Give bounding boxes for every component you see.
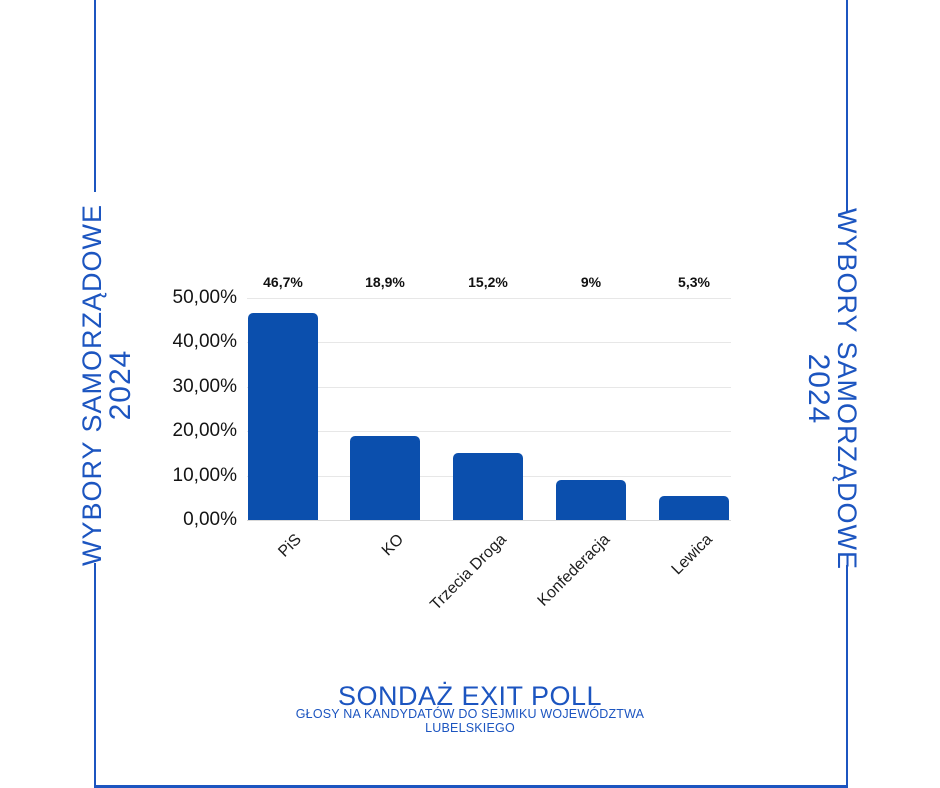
category-label: Konfederacja bbox=[534, 531, 614, 610]
side-caption-left-line1: WYBORY SAMORZĄDOWE bbox=[76, 203, 107, 567]
y-axis-tick-label: 0,00% bbox=[183, 509, 237, 530]
category-label: Trzecia Droga bbox=[427, 531, 511, 614]
side-caption-right-line2: 2024 bbox=[801, 353, 835, 425]
bar-value-label: 15,2% bbox=[468, 274, 508, 290]
frame-line-right-bottom bbox=[846, 565, 848, 788]
gridline bbox=[247, 386, 731, 388]
frame-line-left-top bbox=[94, 0, 96, 192]
chart-title: SONDAŻ EXIT POLL bbox=[337, 681, 603, 711]
frame-line-right-top bbox=[846, 0, 848, 212]
bar-ko bbox=[350, 436, 420, 520]
gridline bbox=[247, 520, 731, 521]
bar-lewica bbox=[659, 496, 729, 520]
side-caption-right: WYBORY SAMORZĄDOWE 2024 bbox=[801, 207, 863, 571]
bar-value-label: 46,7% bbox=[263, 274, 303, 290]
bar-value-label: 5,3% bbox=[678, 274, 710, 290]
bar-trzecia-droga bbox=[453, 452, 523, 520]
gridline bbox=[247, 431, 731, 433]
bar-value-label: 9% bbox=[580, 274, 602, 290]
y-axis-tick-label: 10,00% bbox=[172, 464, 237, 486]
bar-konfederacja bbox=[556, 480, 626, 520]
gridline bbox=[247, 298, 731, 299]
bar-pis bbox=[248, 312, 318, 520]
category-label: KO bbox=[378, 531, 408, 560]
y-axis-tick-label: 50,00% bbox=[172, 287, 237, 308]
side-caption-right-line1: WYBORY SAMORZĄDOWE bbox=[832, 207, 863, 571]
bar-value-label: 18,9% bbox=[365, 274, 405, 290]
y-axis-tick-label: 20,00% bbox=[172, 420, 237, 442]
gridline bbox=[247, 342, 731, 344]
y-axis-tick-label: 40,00% bbox=[172, 331, 237, 353]
frame-line-left-bottom bbox=[94, 563, 96, 788]
category-label: PiS bbox=[275, 531, 306, 561]
category-label: Lewica bbox=[668, 531, 717, 579]
frame-bottom-bar bbox=[94, 785, 848, 788]
y-axis-tick-label: 30,00% bbox=[172, 375, 237, 397]
chart-subtitle: GŁOSY NA KANDYDATÓW DO SEJMIKU WOJEWÓDZT… bbox=[295, 707, 645, 735]
